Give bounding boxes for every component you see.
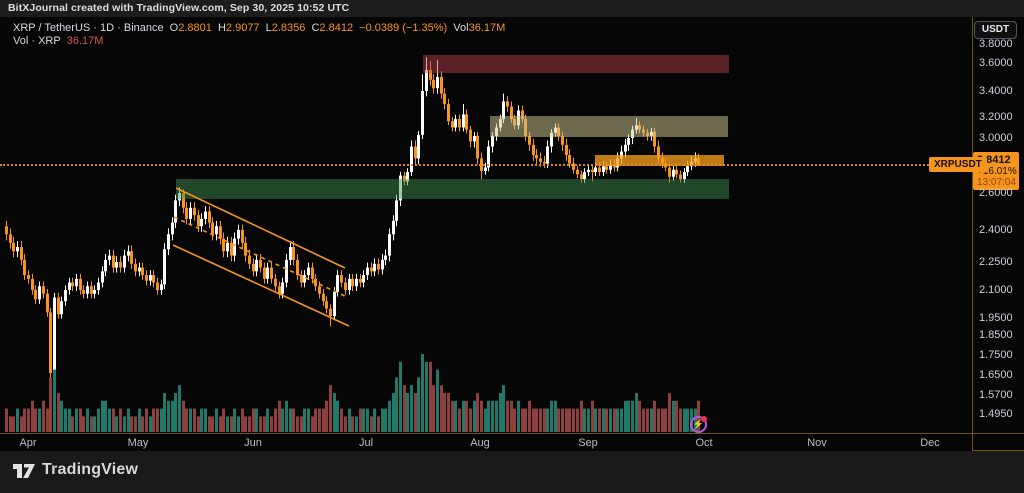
footer-bar: TradingView (0, 451, 1024, 493)
price-tick-label: 1.6500 (979, 369, 1013, 381)
month-label: Oct (695, 437, 713, 449)
price-tick-label: 2.1000 (979, 284, 1013, 296)
tradingview-logo-icon[interactable] (12, 461, 36, 481)
price-tick-label: 1.5700 (979, 389, 1013, 401)
month-label: Apr (19, 437, 37, 449)
event-marker-icon[interactable]: ⚡ (690, 416, 707, 433)
high-value: 2.9077 (225, 22, 260, 34)
month-label: May (127, 437, 149, 449)
open-value: 2.8801 (178, 22, 212, 34)
volume-value: 36.17M (468, 22, 506, 34)
price-tick-label: 2.2500 (979, 256, 1013, 268)
volume-indicator-label: Vol · XRP (13, 35, 61, 47)
bar-countdown-timer: 13:07:04 (977, 177, 1016, 188)
price-tick-label: 1.8500 (979, 329, 1013, 341)
price-tick-label: 3.2000 (979, 111, 1013, 123)
chart-legend: XRP / TetherUS · 1D · Binance O2.8801 H2… (13, 22, 508, 48)
low-value: 2.8356 (271, 22, 306, 34)
time-axis[interactable]: Apr May Jun Jul Aug Sep Oct Nov Dec (0, 434, 1024, 451)
supply-zone-olive[interactable] (490, 115, 728, 137)
header-title: BitXJournal created with TradingView.com… (8, 2, 350, 14)
notification-dot (701, 416, 707, 422)
price-change-percent: +16.01% (977, 166, 1017, 177)
high-label: H (217, 22, 226, 34)
month-label: Aug (470, 437, 490, 449)
currency-button[interactable]: USDT (974, 21, 1017, 39)
axis-corner-border (972, 450, 1024, 451)
price-chart-canvas[interactable] (0, 17, 972, 434)
volume-label: Vol (453, 22, 469, 34)
price-axis[interactable]: USDT 2.8412 +16.01% 13:07:04 3.8000 3.600… (973, 17, 1024, 451)
close-value: 2.8412 (319, 22, 354, 34)
price-tick-label: 2.6000 (979, 187, 1013, 199)
open-label: O (169, 22, 179, 34)
month-label: Dec (920, 437, 940, 449)
plot-bottom-border (0, 433, 1024, 434)
month-label: Jun (244, 437, 262, 449)
current-price-line[interactable] (0, 164, 929, 166)
resistance-zone-orange[interactable] (595, 155, 724, 166)
symbol-title: XRP / TetherUS · 1D · Binance (13, 22, 164, 34)
price-tick-label: 3.4000 (979, 85, 1013, 97)
header-bar: BitXJournal created with TradingView.com… (0, 0, 1024, 17)
low-label: L (265, 22, 272, 34)
price-tick-label: 3.6000 (979, 57, 1013, 69)
tradingview-brand-text[interactable]: TradingView (42, 461, 139, 478)
month-label: Jul (358, 437, 374, 449)
legend-volume-row: Vol · XRP 36.17M (13, 35, 508, 48)
demand-zone-green[interactable] (176, 179, 729, 199)
month-label: Sep (578, 437, 598, 449)
price-tick-label: 3.0000 (979, 132, 1013, 144)
symbol-price-tag: XRPUSDT (929, 157, 987, 172)
legend-symbol-row: XRP / TetherUS · 1D · Binance O2.8801 H2… (13, 22, 508, 35)
price-tick-label: 1.9500 (979, 312, 1013, 324)
change-value: −0.0389 (−1.35%) (359, 22, 448, 34)
month-label: Nov (807, 437, 827, 449)
price-tick-label: 1.4950 (979, 408, 1013, 420)
volume-indicator-value: 36.17M (66, 35, 104, 47)
supply-zone-red[interactable] (423, 55, 729, 73)
price-tick-label: 3.8000 (979, 38, 1013, 50)
price-tick-label: 2.4000 (979, 224, 1013, 236)
price-axis-border (972, 17, 973, 451)
close-label: C (311, 22, 320, 34)
price-tick-label: 1.7500 (979, 349, 1013, 361)
